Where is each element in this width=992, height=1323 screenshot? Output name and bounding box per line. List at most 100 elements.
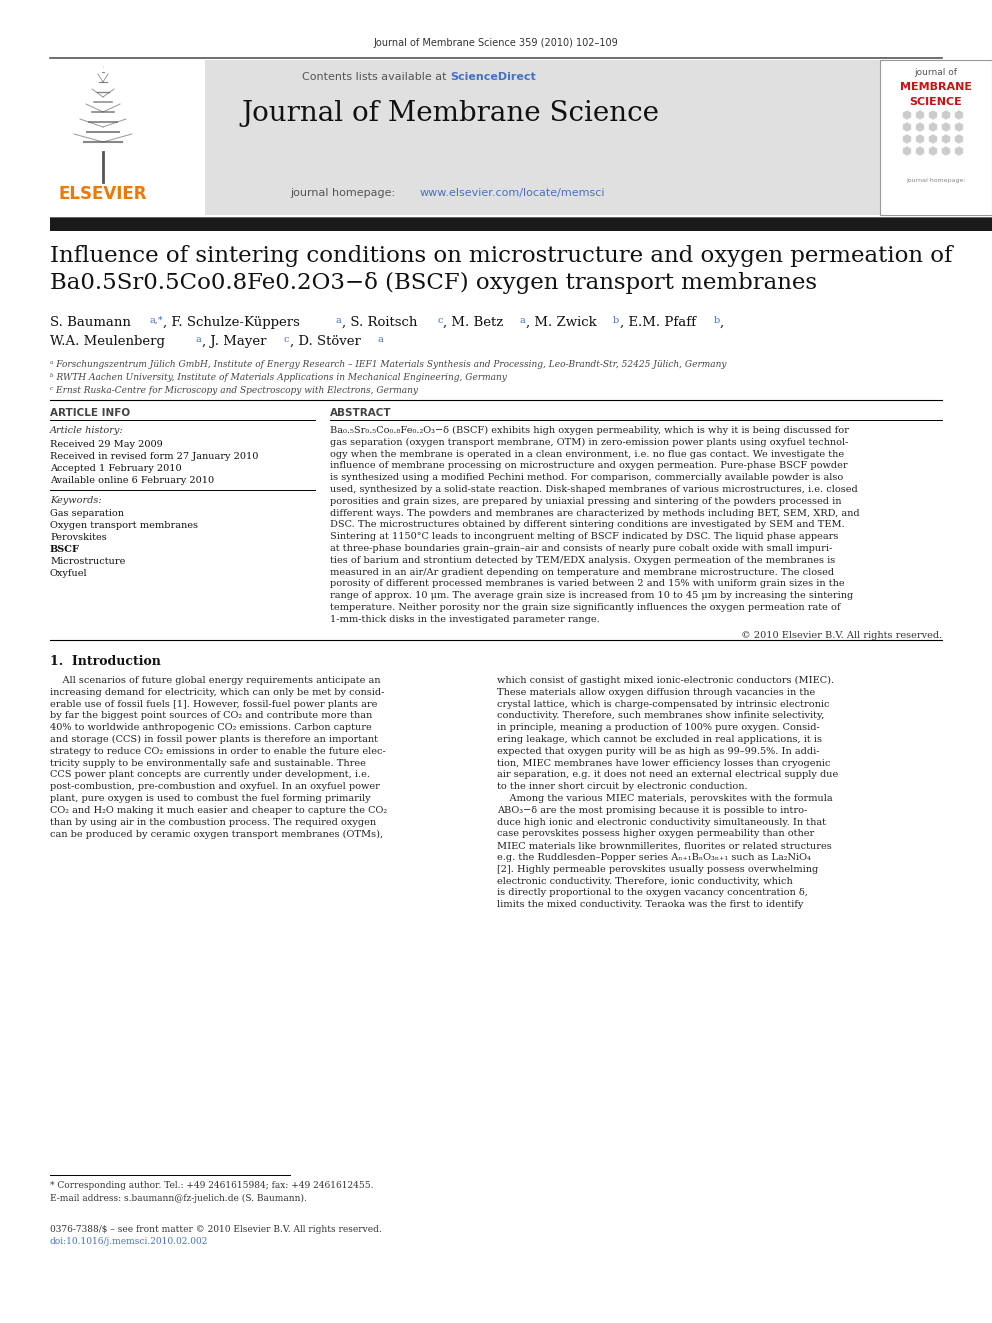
Text: ᵃ Forschungszentrum Jülich GmbH, Institute of Energy Research – IEF1 Materials S: ᵃ Forschungszentrum Jülich GmbH, Institu… (50, 360, 726, 369)
Text: ᵇ RWTH Aachen University, Institute of Materials Applications in Mechanical Engi: ᵇ RWTH Aachen University, Institute of M… (50, 373, 507, 382)
Text: crystal lattice, which is charge-compensated by intrinsic electronic: crystal lattice, which is charge-compens… (497, 700, 829, 709)
Text: , M. Betz: , M. Betz (443, 316, 503, 329)
Text: , F. Schulze-Küppers: , F. Schulze-Küppers (163, 316, 300, 329)
Text: All scenarios of future global energy requirements anticipate an: All scenarios of future global energy re… (50, 676, 381, 685)
Text: at three-phase boundaries grain–grain–air and consists of nearly pure cobalt oxi: at three-phase boundaries grain–grain–ai… (330, 544, 832, 553)
Text: Among the various MIEC materials, perovskites with the formula: Among the various MIEC materials, perovs… (497, 794, 832, 803)
Bar (880, 60, 992, 216)
Text: b: b (714, 316, 720, 325)
Text: a: a (335, 316, 340, 325)
Text: Journal of Membrane Science 359 (2010) 102–109: Journal of Membrane Science 359 (2010) 1… (374, 38, 618, 48)
Text: is synthesized using a modified Pechini method. For comparison, commercially ava: is synthesized using a modified Pechini … (330, 474, 843, 482)
Text: can be produced by ceramic oxygen transport membranes (OTMs),: can be produced by ceramic oxygen transp… (50, 830, 383, 839)
Text: journal of: journal of (915, 67, 957, 77)
Text: www.elsevier.com/locate/memsci: www.elsevier.com/locate/memsci (420, 188, 605, 198)
Text: measured in an air/Ar gradient depending on temperature and membrane microstruct: measured in an air/Ar gradient depending… (330, 568, 834, 577)
Text: tricity supply to be environmentally safe and sustainable. Three: tricity supply to be environmentally saf… (50, 758, 366, 767)
Text: c: c (437, 316, 442, 325)
Text: ties of barium and strontium detected by TEM/EDX analysis. Oxygen permeation of : ties of barium and strontium detected by… (330, 556, 835, 565)
Text: and storage (CCS) in fossil power plants is therefore an important: and storage (CCS) in fossil power plants… (50, 736, 378, 744)
Text: Sintering at 1150°C leads to incongruent melting of BSCF indicated by DSC. The l: Sintering at 1150°C leads to incongruent… (330, 532, 838, 541)
Text: ᶜ Ernst Ruska-Centre for Microscopy and Spectroscopy with Electrons, Germany: ᶜ Ernst Ruska-Centre for Microscopy and … (50, 386, 418, 396)
Bar (50, 217, 992, 232)
Text: Ba₀.₅Sr₀.₅Co₀.₈Fe₀.₂O₃−δ (BSCF) exhibits high oxygen permeability, which is why : Ba₀.₅Sr₀.₅Co₀.₈Fe₀.₂O₃−δ (BSCF) exhibits… (330, 426, 849, 435)
Text: MIEC materials like brownmillerites, fluorites or related structures: MIEC materials like brownmillerites, flu… (497, 841, 831, 851)
Text: ABO₃−δ are the most promising because it is possible to intro-: ABO₃−δ are the most promising because it… (497, 806, 807, 815)
Bar (50, 60, 880, 216)
Text: Contents lists available at: Contents lists available at (302, 71, 450, 82)
Text: Keywords:: Keywords: (50, 496, 101, 505)
Text: strategy to reduce CO₂ emissions in order to enable the future elec-: strategy to reduce CO₂ emissions in orde… (50, 746, 386, 755)
Text: electronic conductivity. Therefore, ionic conductivity, which: electronic conductivity. Therefore, ioni… (497, 877, 793, 885)
Text: increasing demand for electricity, which can only be met by consid-: increasing demand for electricity, which… (50, 688, 384, 697)
Text: , D. Stöver: , D. Stöver (290, 335, 361, 348)
Text: gas separation (oxygen transport membrane, OTM) in zero-emission power plants us: gas separation (oxygen transport membran… (330, 438, 848, 447)
Text: b: b (613, 316, 619, 325)
Text: Received 29 May 2009: Received 29 May 2009 (50, 441, 163, 448)
Text: which consist of gastight mixed ionic-electronic conductors (MIEC).: which consist of gastight mixed ionic-el… (497, 676, 834, 685)
Text: S. Baumann: S. Baumann (50, 316, 131, 329)
Text: * Corresponding author. Tel.: +49 2461615984; fax: +49 2461612455.: * Corresponding author. Tel.: +49 246161… (50, 1181, 374, 1189)
Text: Accepted 1 February 2010: Accepted 1 February 2010 (50, 464, 182, 474)
Text: BSCF: BSCF (50, 545, 80, 554)
Text: in principle, meaning a production of 100% pure oxygen. Consid-: in principle, meaning a production of 10… (497, 724, 819, 732)
Text: Ba0.5Sr0.5Co0.8Fe0.2O3−δ (BSCF) oxygen transport membranes: Ba0.5Sr0.5Co0.8Fe0.2O3−δ (BSCF) oxygen t… (50, 273, 817, 294)
Text: , E.M. Pfaff: , E.M. Pfaff (620, 316, 696, 329)
Text: duce high ionic and electronic conductivity simultaneously. In that: duce high ionic and electronic conductiv… (497, 818, 826, 827)
Text: ARTICLE INFO: ARTICLE INFO (50, 407, 130, 418)
Text: a: a (378, 335, 384, 344)
Text: DSC. The microstructures obtained by different sintering conditions are investig: DSC. The microstructures obtained by dif… (330, 520, 845, 529)
Text: , S. Roitsch: , S. Roitsch (342, 316, 418, 329)
Text: SCIENCE: SCIENCE (910, 97, 962, 107)
Text: , M. Zwick: , M. Zwick (526, 316, 597, 329)
Text: conductivity. Therefore, such membranes show infinite selectivity,: conductivity. Therefore, such membranes … (497, 712, 824, 721)
Text: ABSTRACT: ABSTRACT (330, 407, 392, 418)
Text: Perovskites: Perovskites (50, 533, 107, 542)
Text: Article history:: Article history: (50, 426, 124, 435)
Text: expected that oxygen purity will be as high as 99–99.5%. In addi-: expected that oxygen purity will be as h… (497, 746, 819, 755)
Text: porosities and grain sizes, are prepared by uniaxial pressing and sintering of t: porosities and grain sizes, are prepared… (330, 497, 841, 505)
Text: a: a (519, 316, 525, 325)
Text: ering leakage, which cannot be excluded in real applications, it is: ering leakage, which cannot be excluded … (497, 736, 822, 744)
Text: ScienceDirect: ScienceDirect (450, 71, 536, 82)
Text: ,: , (720, 316, 724, 329)
Text: influence of membrane processing on microstructure and oxygen permeation. Pure-p: influence of membrane processing on micr… (330, 462, 847, 471)
Text: porosity of different processed membranes is varied between 2 and 15% with unifo: porosity of different processed membrane… (330, 579, 844, 589)
Text: Influence of sintering conditions on microstructure and oxygen permeation of: Influence of sintering conditions on mic… (50, 245, 952, 267)
Text: © 2010 Elsevier B.V. All rights reserved.: © 2010 Elsevier B.V. All rights reserved… (741, 631, 942, 639)
Text: [2]. Highly permeable perovskites usually possess overwhelming: [2]. Highly permeable perovskites usuall… (497, 865, 818, 873)
Text: to the inner short circuit by electronic conduction.: to the inner short circuit by electronic… (497, 782, 748, 791)
Text: Available online 6 February 2010: Available online 6 February 2010 (50, 476, 214, 486)
Text: Oxyfuel: Oxyfuel (50, 569, 87, 578)
Text: air separation, e.g. it does not need an external electrical supply due: air separation, e.g. it does not need an… (497, 770, 838, 779)
Text: range of approx. 10 μm. The average grain size is increased from 10 to 45 μm by : range of approx. 10 μm. The average grai… (330, 591, 853, 601)
Text: tion, MIEC membranes have lower efficiency losses than cryogenic: tion, MIEC membranes have lower efficien… (497, 758, 830, 767)
Text: case perovskites possess higher oxygen permeability than other: case perovskites possess higher oxygen p… (497, 830, 814, 839)
Text: These materials allow oxygen diffusion through vacancies in the: These materials allow oxygen diffusion t… (497, 688, 815, 697)
Text: post-combustion, pre-combustion and oxyfuel. In an oxyfuel power: post-combustion, pre-combustion and oxyf… (50, 782, 380, 791)
Text: CO₂ and H₂O making it much easier and cheaper to capture the CO₂: CO₂ and H₂O making it much easier and ch… (50, 806, 387, 815)
Text: 1-mm-thick disks in the investigated parameter range.: 1-mm-thick disks in the investigated par… (330, 615, 600, 624)
Text: E-mail address: s.baumann@fz-juelich.de (S. Baumann).: E-mail address: s.baumann@fz-juelich.de … (50, 1193, 307, 1203)
Text: Oxygen transport membranes: Oxygen transport membranes (50, 521, 198, 531)
Text: is directly proportional to the oxygen vacancy concentration δ,: is directly proportional to the oxygen v… (497, 889, 807, 897)
Text: by far the biggest point sources of CO₂ and contribute more than: by far the biggest point sources of CO₂ … (50, 712, 372, 721)
Text: Journal of Membrane Science: Journal of Membrane Science (241, 101, 659, 127)
Text: MEMBRANE: MEMBRANE (900, 82, 972, 93)
Text: 40% to worldwide anthropogenic CO₂ emissions. Carbon capture: 40% to worldwide anthropogenic CO₂ emiss… (50, 724, 372, 732)
Text: journal homepage:: journal homepage: (907, 179, 966, 183)
Text: , J. Mayer: , J. Mayer (202, 335, 267, 348)
Text: 0376-7388/$ – see front matter © 2010 Elsevier B.V. All rights reserved.: 0376-7388/$ – see front matter © 2010 El… (50, 1225, 382, 1234)
Text: doi:10.1016/j.memsci.2010.02.002: doi:10.1016/j.memsci.2010.02.002 (50, 1237, 208, 1246)
Text: plant, pure oxygen is used to combust the fuel forming primarily: plant, pure oxygen is used to combust th… (50, 794, 371, 803)
Bar (50, 60, 205, 216)
Text: 1.  Introduction: 1. Introduction (50, 655, 161, 668)
Text: erable use of fossil fuels [1]. However, fossil-fuel power plants are: erable use of fossil fuels [1]. However,… (50, 700, 377, 709)
Text: ELSEVIER: ELSEVIER (59, 185, 147, 202)
Text: than by using air in the combustion process. The required oxygen: than by using air in the combustion proc… (50, 818, 376, 827)
Text: e.g. the Ruddlesden–Popper series Aₙ₊₁BₙO₃ₙ₊₁ such as La₂NiO₄: e.g. the Ruddlesden–Popper series Aₙ₊₁Bₙ… (497, 853, 810, 863)
Text: CCS power plant concepts are currently under development, i.e.: CCS power plant concepts are currently u… (50, 770, 370, 779)
Text: different ways. The powders and membranes are characterized by methods including: different ways. The powders and membrane… (330, 508, 860, 517)
Text: used, synthesized by a solid-state reaction. Disk-shaped membranes of various mi: used, synthesized by a solid-state react… (330, 486, 858, 493)
Text: a,*: a,* (150, 316, 164, 325)
